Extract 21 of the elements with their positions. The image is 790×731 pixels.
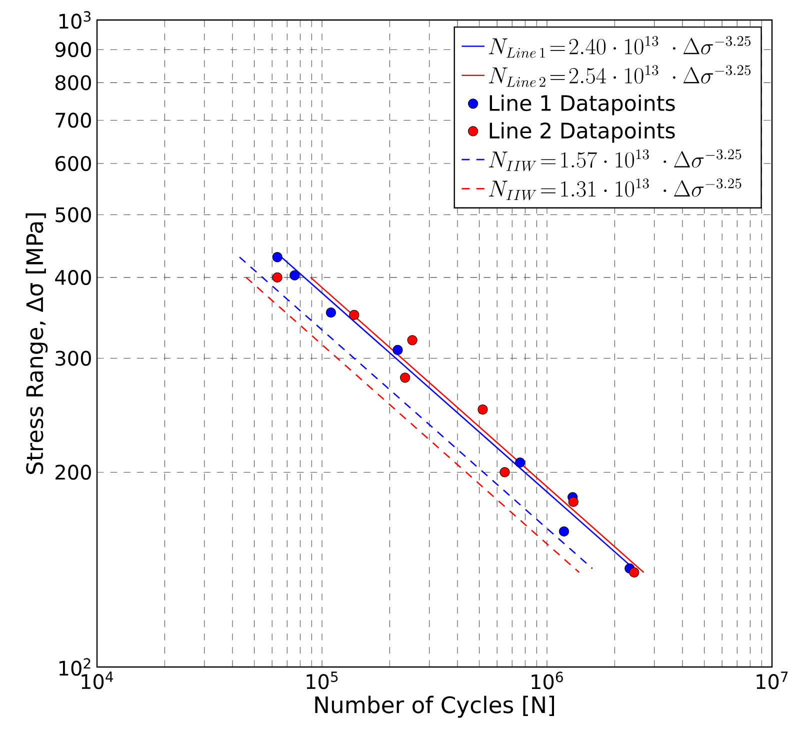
x-tick-label: 10$^{7}$ [756,672,788,690]
legend-label: $N_{IIW}\!=\!1.31\cdot 10^{13}\;\cdot\Delta\sigma^{-3.25}$ [488,178,742,200]
y-tick-label: 700 [56,112,91,128]
x-tick-label: 10$^{4}$ [82,672,114,690]
legend-label: $N_{Line\,1}\!=\!2.40\cdot 10^{13}\;\cdot\Delta\sigma^{-3.25}$ [488,36,751,58]
y-tick-label: 300 [56,350,91,366]
y-tick-label: 900 [55,42,91,58]
legend-label: Line 2 Datapoints [490,122,675,143]
x-axis-title: Number of Cycles [N] [315,696,554,718]
y-tick-label: 400 [55,270,91,286]
y-axis-title: Stress Range, Δσ [MPa] [26,213,48,474]
y-tick-label: 200 [56,464,91,480]
legend-label: Line 1 Datapoints [490,94,675,116]
y-tick-label: 800 [55,75,91,90]
y-tick-label: 500 [56,207,91,222]
x-tick-label: 10$^{6}$ [532,672,563,690]
x-tick-label: 10$^{5}$ [306,672,338,690]
y-tick-label: 10$^{3}$ [59,11,91,29]
legend-label: $N_{Line\,2}\!=\!2.54\cdot 10^{13}\;\cdot\Delta\sigma^{-3.25}$ [488,65,751,87]
legend-label: $N_{IIW}\!=\!1.57\cdot 10^{13}\;\cdot\Delta\sigma^{-3.25}$ [488,149,742,172]
y-tick-label: 600 [56,156,91,172]
